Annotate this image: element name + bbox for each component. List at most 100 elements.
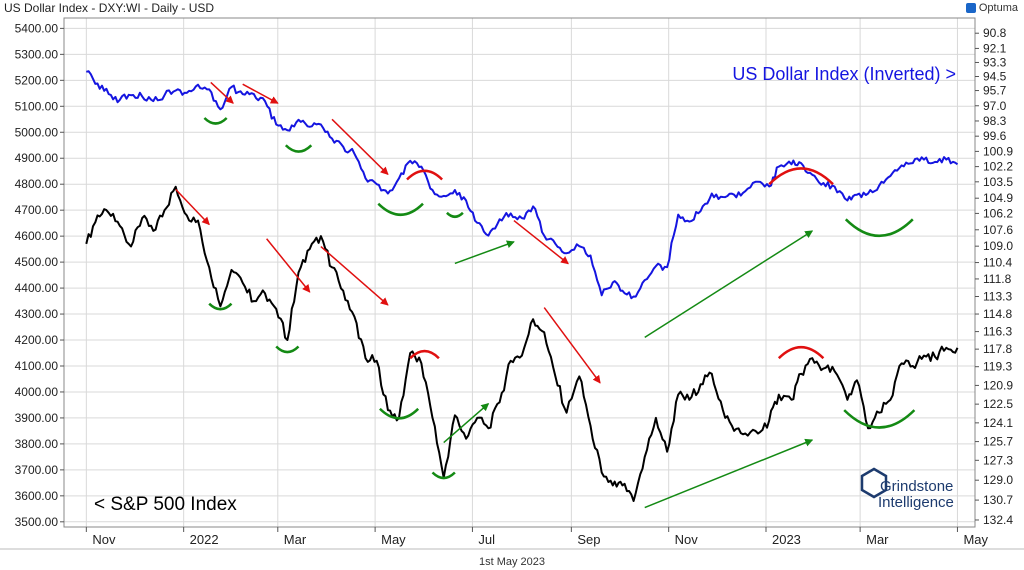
left-tick-label: 4800.00 bbox=[15, 177, 59, 191]
down-arrow bbox=[210, 81, 234, 104]
right-tick-label: 106.2 bbox=[983, 206, 1013, 220]
right-tick-label: 125.7 bbox=[983, 435, 1013, 449]
x-tick-label: Jul bbox=[478, 532, 495, 547]
left-tick-label: 3900.00 bbox=[15, 411, 59, 425]
right-tick-label: 124.1 bbox=[983, 416, 1013, 430]
plot-frame bbox=[63, 17, 976, 528]
right-tick-label: 104.9 bbox=[983, 191, 1013, 205]
spx-line bbox=[85, 185, 959, 502]
watermark-hex-icon bbox=[860, 467, 888, 499]
x-tick-label: 2023 bbox=[772, 532, 801, 547]
brand-logo: Optuma bbox=[965, 2, 1018, 14]
right-tick-label: 95.7 bbox=[983, 84, 1007, 98]
right-tick-label: 100.9 bbox=[983, 144, 1013, 158]
bottom-arc bbox=[843, 409, 916, 429]
right-tick-label: 102.2 bbox=[983, 160, 1013, 174]
left-tick-label: 3600.00 bbox=[15, 489, 59, 503]
up-arrow bbox=[644, 230, 814, 339]
optuma-logo-icon bbox=[965, 3, 976, 13]
bottom-arc bbox=[284, 144, 313, 153]
down-arrow bbox=[331, 118, 389, 176]
top-arc bbox=[406, 169, 443, 181]
up-arrow bbox=[454, 240, 515, 265]
left-tick-label: 4300.00 bbox=[15, 307, 59, 321]
grid bbox=[64, 18, 975, 527]
footer-date: 1st May 2023 bbox=[478, 556, 546, 568]
left-tick-label: 5300.00 bbox=[15, 47, 59, 61]
top-arc bbox=[768, 167, 834, 186]
watermark-line1: Grindstone bbox=[880, 478, 953, 495]
right-tick-label: 90.8 bbox=[983, 26, 1007, 40]
left-tick-label: 3500.00 bbox=[15, 515, 59, 529]
right-tick-label: 99.6 bbox=[983, 129, 1007, 143]
right-tick-label: 93.3 bbox=[983, 55, 1007, 69]
brand-name: Optuma bbox=[978, 2, 1018, 14]
right-tick-label: 119.3 bbox=[983, 360, 1012, 374]
bottom-arc bbox=[203, 117, 228, 125]
right-tick-label: 107.6 bbox=[983, 223, 1013, 237]
x-tick-label: Sep bbox=[577, 532, 600, 547]
right-tick-label: 92.1 bbox=[983, 41, 1007, 55]
down-arrow bbox=[242, 83, 279, 104]
x-tick-label: 2022 bbox=[190, 532, 219, 547]
left-tick-label: 4500.00 bbox=[15, 255, 59, 269]
dxy-line bbox=[86, 70, 959, 300]
chart-header-title: US Dollar Index - DXY:WI - Daily - USD bbox=[4, 1, 215, 15]
left-tick-label: 4600.00 bbox=[15, 229, 59, 243]
right-tick-label: 109.0 bbox=[983, 239, 1013, 253]
left-tick-label: 3800.00 bbox=[15, 437, 59, 451]
axes: 5400.00 5300.00 5200.00 5100.00 5000.00 4900.… bbox=[0, 17, 1024, 550]
left-tick-label: 4200.00 bbox=[15, 333, 59, 347]
right-tick-label: 94.5 bbox=[983, 70, 1007, 84]
bottom-arc bbox=[844, 218, 914, 238]
dxy-series-label: US Dollar Index (Inverted) > bbox=[732, 64, 956, 84]
top-arc bbox=[777, 345, 825, 360]
bottom-arc bbox=[379, 407, 420, 420]
top-arc bbox=[409, 349, 440, 360]
annotation-layer bbox=[175, 81, 916, 509]
left-tick-label: 4400.00 bbox=[15, 281, 59, 295]
right-tick-label: 132.4 bbox=[983, 513, 1013, 527]
left-tick-label: 4900.00 bbox=[15, 151, 59, 165]
x-tick-label: May bbox=[963, 532, 988, 547]
right-tick-label: 122.5 bbox=[983, 397, 1013, 411]
spx-series-label: < S&P 500 Index bbox=[94, 494, 237, 515]
bottom-arc bbox=[446, 211, 464, 218]
right-tick-label: 114.8 bbox=[983, 307, 1012, 321]
x-tick-label: Mar bbox=[866, 532, 889, 547]
left-tick-label: 5200.00 bbox=[15, 73, 59, 87]
right-tick-label: 117.8 bbox=[983, 342, 1012, 356]
left-tick-label: 3700.00 bbox=[15, 463, 59, 477]
x-tick-label: Mar bbox=[284, 532, 307, 547]
series-layer bbox=[85, 70, 959, 502]
bottom-arc bbox=[208, 302, 233, 311]
right-tick-label: 130.7 bbox=[983, 493, 1013, 507]
down-arrow bbox=[513, 219, 569, 265]
left-tick-label: 4700.00 bbox=[15, 203, 59, 217]
down-arrow bbox=[543, 307, 601, 384]
left-tick-label: 5100.00 bbox=[15, 99, 59, 113]
right-tick-label: 98.3 bbox=[983, 114, 1007, 128]
right-tick-label: 120.9 bbox=[983, 378, 1013, 392]
left-tick-label: 4000.00 bbox=[15, 385, 59, 399]
x-tick-label: Nov bbox=[675, 532, 699, 547]
x-tick-label: May bbox=[381, 532, 406, 547]
bottom-arc bbox=[377, 202, 424, 216]
right-tick-label: 113.3 bbox=[983, 289, 1012, 303]
right-tick-label: 111.8 bbox=[983, 272, 1012, 286]
left-tick-label: 4100.00 bbox=[15, 359, 59, 373]
right-tick-label: 116.3 bbox=[983, 325, 1012, 339]
watermark-line2: Intelligence bbox=[878, 494, 954, 511]
down-arrow bbox=[320, 245, 389, 306]
right-tick-label: 103.5 bbox=[983, 175, 1013, 189]
right-tick-label: 127.3 bbox=[983, 453, 1013, 467]
down-arrow bbox=[266, 238, 311, 293]
left-tick-label: 5400.00 bbox=[15, 21, 59, 35]
up-arrow bbox=[644, 438, 814, 509]
bottom-arc bbox=[275, 345, 300, 354]
x-tick-label: Nov bbox=[92, 532, 116, 547]
bottom-arc bbox=[431, 471, 456, 480]
up-arrow bbox=[443, 402, 490, 444]
right-tick-label: 97.0 bbox=[983, 99, 1007, 113]
